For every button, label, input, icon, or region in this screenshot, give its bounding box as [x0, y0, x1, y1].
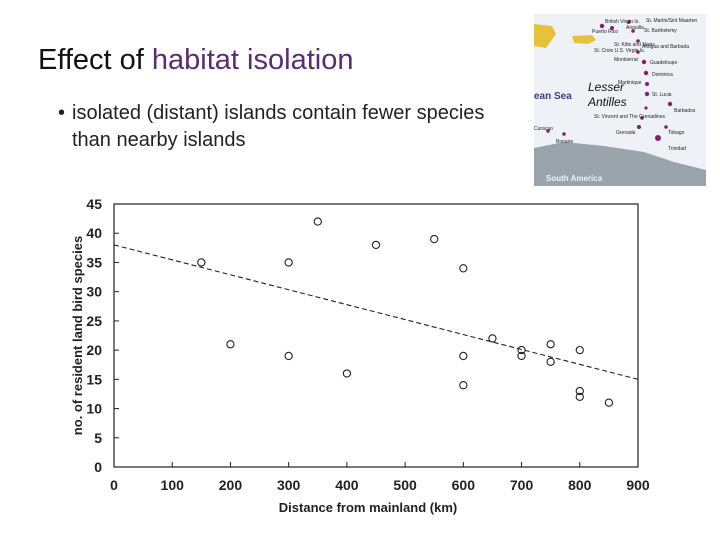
data-point	[517, 351, 526, 361]
data-point	[546, 340, 555, 349]
bullet-point: • isolated (distant) islands contain few…	[58, 100, 518, 154]
y-tick-label: 10	[86, 401, 102, 417]
data-point	[459, 351, 468, 361]
data-point	[342, 369, 352, 378]
map-island-dot	[664, 125, 668, 129]
data-point	[313, 217, 322, 226]
map-label: Grenada	[616, 130, 636, 136]
caribbean-map-image: British Virgin Is. Anguilla St. Martin/S…	[534, 14, 706, 186]
data-point	[575, 386, 584, 396]
map-label: St. Lucia	[652, 92, 672, 98]
x-axis-label: Distance from mainland (km)	[279, 500, 457, 515]
y-tick-label: 25	[86, 313, 102, 329]
title-prefix: Effect of	[38, 44, 152, 76]
data-point	[197, 258, 206, 267]
data-point	[459, 264, 468, 273]
map-island-dot	[636, 39, 640, 43]
y-tick-label: 5	[94, 430, 102, 446]
map-label: Tobago	[668, 130, 685, 136]
map-island-dot	[562, 132, 566, 136]
y-tick-label: 45	[86, 196, 102, 212]
map-region-label-line1: Lesser	[588, 80, 625, 94]
data-point	[488, 334, 497, 343]
map-island-dot	[645, 82, 649, 86]
x-tick-label: 0	[110, 477, 118, 493]
map-island-dot	[637, 125, 641, 129]
map-label: Trinidad	[668, 146, 686, 152]
map-label: Montserrat	[614, 57, 638, 63]
x-tick-label: 200	[219, 477, 243, 493]
map-island-dot	[546, 129, 550, 133]
x-tick-label: 500	[393, 477, 417, 493]
map-continent-label: South America	[546, 174, 603, 183]
map-hispaniola	[534, 24, 556, 48]
data-point	[371, 240, 381, 250]
map-island-dot	[627, 20, 631, 24]
map-label: St. Martin/Sint Maarten	[646, 18, 698, 24]
x-tick-label: 600	[452, 477, 476, 493]
y-tick-label: 40	[86, 225, 102, 241]
map-island-dot	[631, 29, 635, 33]
slide-title: Effect of habitat isolation	[38, 44, 353, 77]
map-sea-label: ean Sea	[534, 91, 572, 102]
map-island-dot	[636, 50, 640, 54]
map-label: Guadeloupe	[650, 60, 678, 66]
map-label: St. Kitts and Nevis	[614, 42, 655, 48]
map-island-dot	[641, 59, 647, 65]
data-point	[604, 398, 614, 407]
map-south-america	[534, 142, 706, 186]
map-label: St. Barthelemy	[644, 28, 677, 34]
map-label: Dominica	[652, 72, 673, 78]
data-point	[430, 234, 439, 244]
map-island-dot	[640, 116, 644, 120]
map-label: Bonaire	[556, 139, 574, 145]
x-tick-label: 100	[161, 477, 185, 493]
data-point	[517, 345, 526, 355]
x-tick-label: 700	[510, 477, 534, 493]
y-tick-label: 20	[86, 342, 102, 358]
map-region-label: Lesser Antilles	[588, 80, 627, 110]
map-label: Martinique	[618, 80, 642, 86]
data-point	[546, 357, 555, 366]
y-tick-label: 35	[86, 254, 102, 270]
map-label: Antigua and Barbuda	[642, 44, 689, 50]
bullet-symbol: •	[58, 102, 66, 124]
map-graphic	[534, 14, 706, 186]
data-point	[284, 258, 293, 267]
map-label: Curacao	[534, 126, 553, 132]
map-island-dot	[644, 106, 648, 110]
map-island-dot	[599, 23, 605, 29]
data-point	[575, 345, 584, 355]
data-point	[226, 340, 235, 349]
map-region-label-line2: Antilles	[588, 95, 627, 109]
y-axis-label: no. of resident land bird species	[70, 236, 85, 435]
map-label: St. Vincent and The Grenadines	[594, 114, 665, 120]
plot-frame	[113, 203, 639, 468]
trend-line	[113, 244, 639, 380]
map-label: St. Croix U.S. Virgin Is.	[594, 48, 646, 54]
map-label: Puerto Rico	[592, 29, 619, 35]
y-tick-label: 30	[86, 284, 102, 300]
x-tick-label: 300	[277, 477, 301, 493]
y-tick-label: 0	[94, 459, 102, 475]
map-label: Barbados	[674, 108, 696, 114]
map-label: Anguilla	[626, 25, 644, 31]
map-island-dot	[610, 26, 614, 30]
title-highlight: habitat isolation	[151, 44, 354, 76]
map-island-dot	[644, 91, 650, 97]
data-point	[459, 381, 468, 390]
data-point	[575, 392, 584, 402]
x-tick-label: 800	[568, 477, 592, 493]
map-island-dot	[667, 101, 673, 107]
map-puerto-rico	[572, 35, 596, 44]
bullet-text: isolated (distant) islands contain fewer…	[72, 102, 485, 151]
map-island-dot	[643, 70, 649, 76]
y-tick-label: 15	[86, 371, 102, 387]
x-tick-label: 900	[626, 477, 650, 493]
x-tick-label: 400	[335, 477, 359, 493]
map-label: British Virgin Is.	[605, 19, 640, 25]
data-point	[284, 351, 293, 361]
map-island-dot	[655, 135, 661, 141]
